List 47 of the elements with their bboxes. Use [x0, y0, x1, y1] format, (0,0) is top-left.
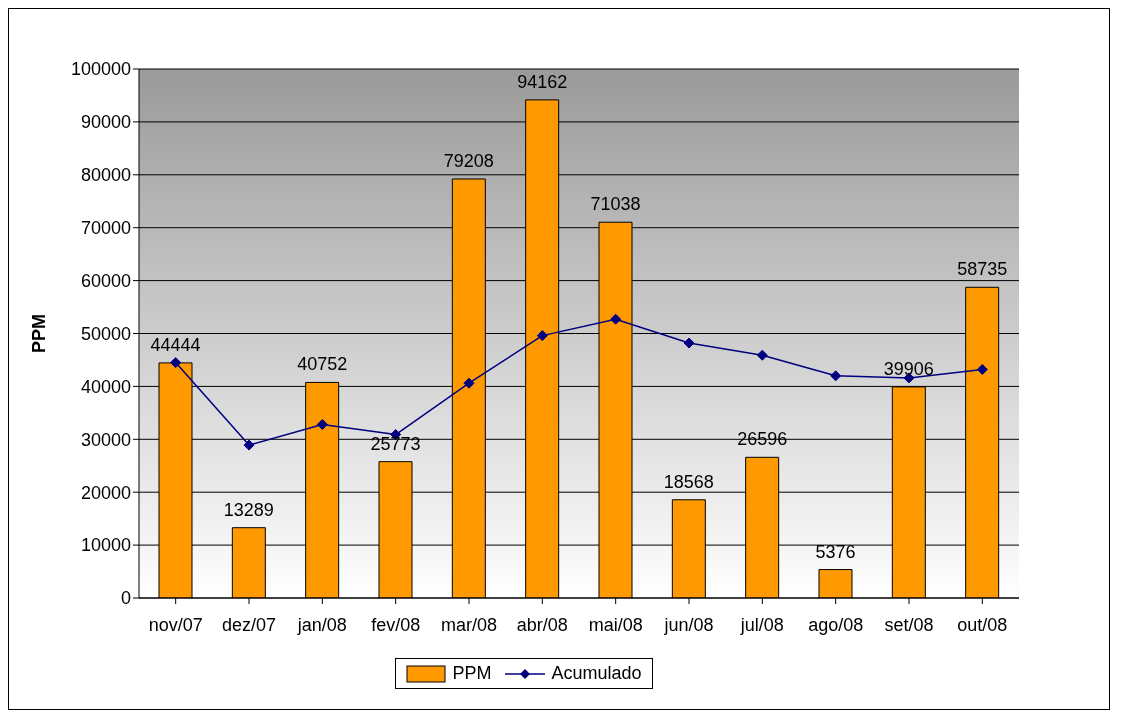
data-label: 94162	[517, 71, 568, 92]
data-label: 79208	[443, 150, 494, 171]
y-tick-label: 80000	[80, 165, 131, 186]
data-label: 44444	[150, 334, 201, 355]
y-tick-label: 100000	[70, 59, 131, 80]
x-tick-label: jun/08	[663, 614, 714, 635]
y-tick-label: 60000	[80, 270, 131, 291]
point	[830, 370, 842, 382]
point	[463, 377, 475, 389]
x-tick-label: jan/08	[296, 614, 347, 635]
point	[243, 439, 255, 451]
y-tick-label: 50000	[80, 323, 131, 344]
y-tick-label: 40000	[80, 376, 131, 397]
data-label: 5376	[815, 541, 856, 562]
data-label: 18568	[663, 471, 714, 492]
x-tick-label: mar/08	[440, 614, 498, 635]
y-tick-label: 90000	[80, 112, 131, 133]
y-tick-label: 20000	[80, 482, 131, 503]
data-label: 71038	[590, 194, 641, 215]
y-tick-label: 70000	[80, 218, 131, 239]
x-tick-label: mai/08	[588, 614, 643, 635]
x-tick-label: set/08	[884, 614, 934, 635]
point	[610, 313, 622, 325]
x-tick-label: nov/07	[148, 614, 203, 635]
point	[756, 349, 768, 361]
data-label: 13289	[223, 499, 274, 520]
data-label: 58735	[957, 259, 1008, 280]
y-axis-title: PPM	[29, 313, 50, 354]
data-label: 40752	[297, 354, 348, 375]
x-tick-label: dez/07	[221, 614, 277, 635]
point	[170, 357, 182, 369]
point	[536, 330, 548, 342]
y-tick-label: 0	[120, 588, 131, 609]
y-tick-label: 10000	[80, 535, 131, 556]
x-tick-label: out/08	[957, 614, 1008, 635]
x-tick-label: ago/08	[808, 614, 864, 635]
x-tick-label: fev/08	[371, 614, 421, 635]
point	[976, 363, 988, 375]
point	[683, 337, 695, 349]
legend-label: PPM	[451, 663, 492, 684]
y-tick-label: 30000	[80, 429, 131, 450]
x-tick-label: jul/08	[739, 614, 784, 635]
data-label: 25773	[370, 433, 421, 454]
x-tick-label: abr/08	[516, 614, 568, 635]
point	[316, 418, 328, 430]
data-label: 39906	[883, 358, 934, 379]
legend-label: Acumulado	[550, 663, 642, 684]
